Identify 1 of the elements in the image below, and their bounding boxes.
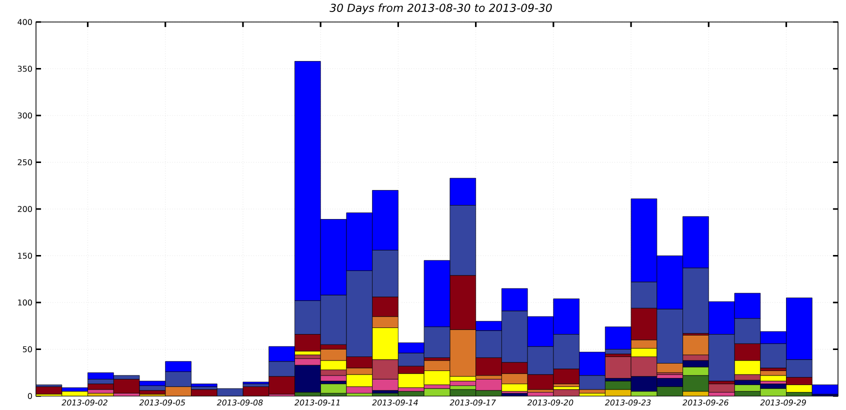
chart-title: 30 Days from 2013-08-30 to 2013-09-30 bbox=[330, 4, 552, 14]
